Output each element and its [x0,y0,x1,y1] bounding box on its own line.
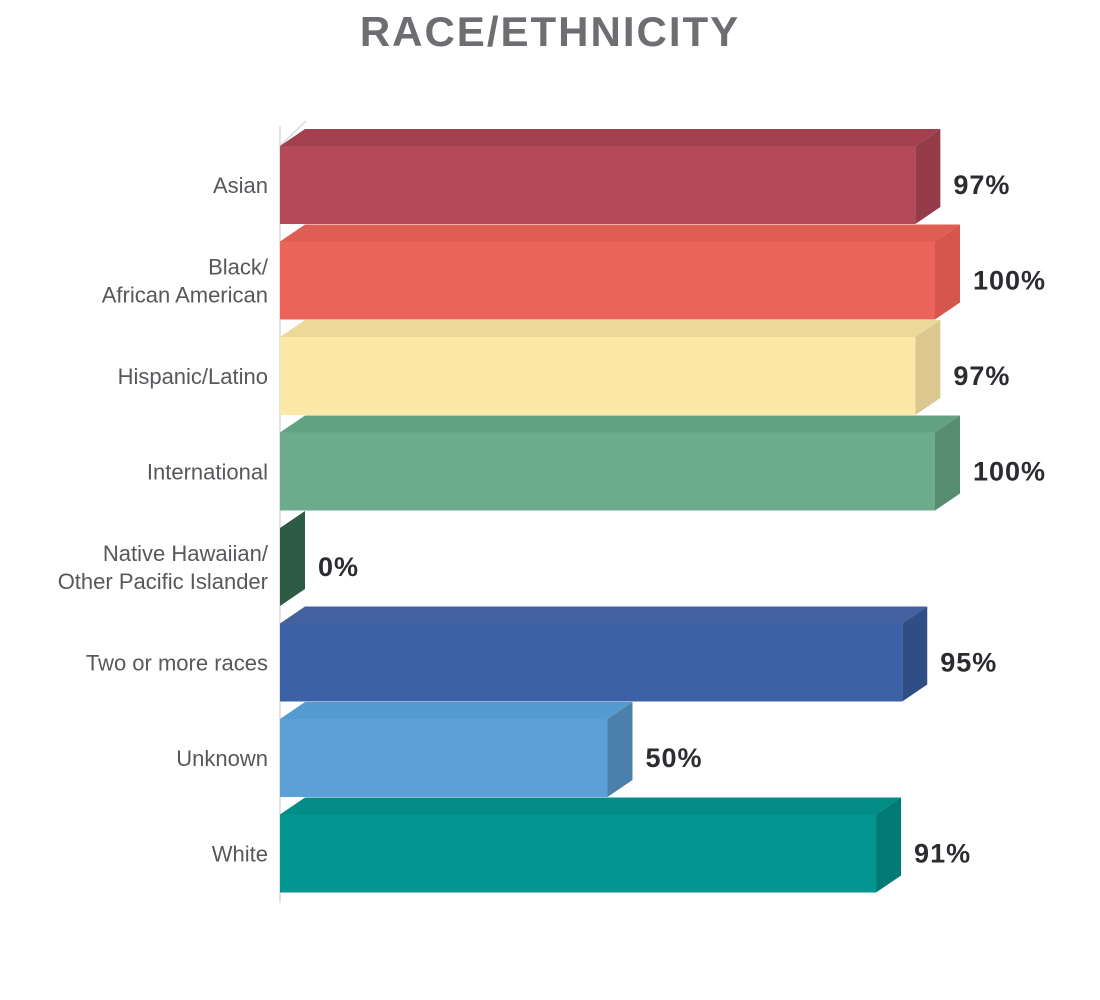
bar-front-face [280,719,608,797]
bar-side-face [902,606,928,702]
bar-row: Native Hawaiian/Other Pacific Islander 0% [58,511,359,606]
bar-side-face [915,320,941,415]
bar-row: International 100% [147,415,1046,511]
bar-value-label: 97% [953,361,1010,391]
bar-front-face [280,146,916,224]
bar-category-label: Two or more races [86,651,268,676]
bar-value-label: 91% [914,839,971,869]
bar-row: Two or more races 95% [86,606,997,702]
bar-top-face [280,702,633,719]
bar-row: Unknown 50% [176,702,702,797]
bar-top-face [280,606,928,624]
bar-category-label: Black/ [208,255,269,280]
bar-row: White 91% [212,797,971,893]
bar-value-label: 97% [953,170,1010,200]
bar-value-label: 50% [646,743,703,773]
bar-category-label: Other Pacific Islander [58,569,268,594]
bar-side-face [280,511,305,606]
bar-category-label: African American [102,283,268,308]
bar-category-label: Hispanic/Latino [118,364,268,389]
bar-top-face [280,797,902,815]
bar-front-face [280,241,935,320]
bar-side-face [935,415,960,511]
bar-side-face [935,224,960,320]
y-axis-3d-edge [279,120,307,147]
bar-top-face [280,320,941,337]
bar-front-face [280,814,877,893]
chart-title: RACE/ETHNICITY [359,8,741,55]
bar-side-face [915,129,941,224]
bar-row: Black/African American 100% [102,224,1046,320]
bar-side-face [607,702,633,797]
bar-side-face [876,797,902,893]
bar-category-label: International [147,460,268,485]
bar-row: Asian 97% [213,129,1010,224]
bar-front-face [280,623,903,702]
bar-category-label: Asian [213,173,268,198]
bar-top-face [280,129,941,146]
bar-category-label: Native Hawaiian/ [103,541,269,566]
bar-category-label: White [212,842,268,867]
bar-top-face [280,415,960,433]
bar-category-label: Unknown [176,746,268,771]
bar-top-face [280,224,960,242]
bar-value-label: 100% [973,457,1046,487]
bar-row: Hispanic/Latino 97% [118,320,1010,415]
bar-value-label: 95% [940,648,997,678]
bar-front-face [280,432,935,511]
bar-value-label: 0% [318,552,359,582]
bar-value-label: 100% [973,266,1046,296]
bar-front-face [280,337,916,415]
